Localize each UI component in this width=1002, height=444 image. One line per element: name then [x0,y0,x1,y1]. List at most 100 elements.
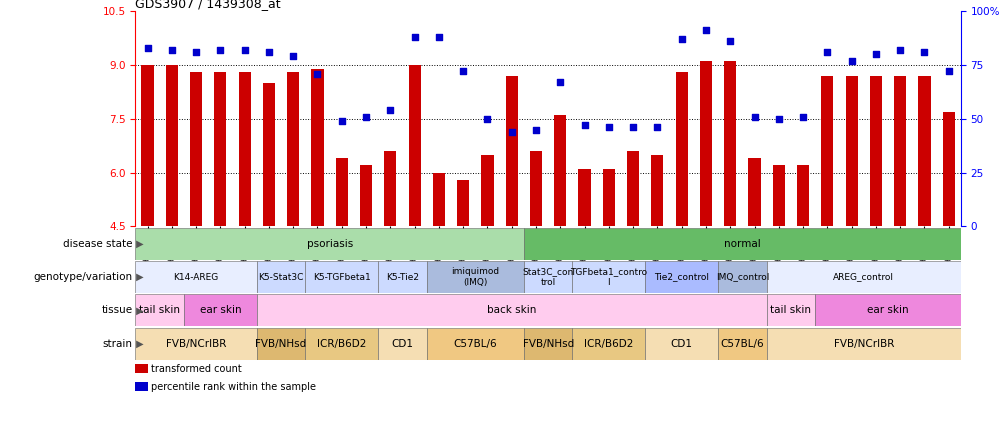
Bar [942,111,954,226]
Bar [523,261,572,293]
Bar [572,328,644,360]
Bar [426,328,523,360]
Bar [766,261,960,293]
Text: Tie2_control: Tie2_control [653,273,708,281]
Point [552,79,568,86]
Point [285,53,301,60]
Text: TGFbeta1_contro
l: TGFbeta1_contro l [570,267,646,287]
Bar [257,294,766,326]
Bar [141,65,153,226]
Bar [845,76,857,226]
Bar [650,155,662,226]
Bar [135,328,257,360]
Bar [869,76,881,226]
Bar [572,261,644,293]
Bar [717,261,766,293]
Bar [135,261,257,293]
Text: ear skin: ear skin [867,305,908,315]
Point [455,68,471,75]
Bar [578,169,590,226]
Text: CD1: CD1 [670,339,692,349]
Point [212,46,228,53]
Text: CD1: CD1 [391,339,413,349]
Text: K5-Tie2: K5-Tie2 [386,273,419,281]
Text: tissue: tissue [101,305,132,315]
Text: ▶: ▶ [133,272,144,282]
Point [261,48,277,56]
Text: ICR/B6D2: ICR/B6D2 [583,339,633,349]
Text: ▶: ▶ [133,339,144,349]
Bar [384,151,396,226]
Point [795,113,811,120]
Text: K5-Stat3C: K5-Stat3C [259,273,304,281]
Bar [238,72,250,226]
Text: IMQ_control: IMQ_control [715,273,769,281]
Point [843,57,859,64]
Point [867,51,883,58]
Point [310,70,326,77]
Text: percentile rank within the sample: percentile rank within the sample [150,382,316,392]
Bar [523,228,960,260]
Point [163,46,179,53]
Point [745,113,762,120]
Text: FVB/NHsd: FVB/NHsd [522,339,573,349]
Text: K5-TGFbeta1: K5-TGFbeta1 [313,273,371,281]
Point [697,27,713,34]
Text: K14-AREG: K14-AREG [173,273,218,281]
Bar [644,261,717,293]
Bar [408,65,420,226]
Text: GDS3907 / 1439308_at: GDS3907 / 1439308_at [135,0,281,10]
Bar [821,76,833,226]
Bar [360,166,372,226]
Bar [263,83,275,226]
Point [891,46,907,53]
Point [503,128,519,135]
Point [819,48,835,56]
Bar [766,294,815,326]
Point [648,124,664,131]
Text: Stat3C_con
trol: Stat3C_con trol [522,267,573,287]
Bar [189,72,202,226]
Point [624,124,640,131]
Bar [505,76,517,226]
Bar [626,151,638,226]
Point [406,33,422,40]
Bar [797,166,809,226]
Text: ICR/B6D2: ICR/B6D2 [317,339,366,349]
Point [358,113,374,120]
Bar [183,294,257,326]
Text: FVB/NCrIBR: FVB/NCrIBR [165,339,226,349]
Text: strain: strain [102,339,132,349]
Point [139,44,155,51]
Text: imiquimod
(IMQ): imiquimod (IMQ) [451,267,499,287]
Bar [311,68,324,226]
Text: ▶: ▶ [133,239,144,249]
Bar [766,328,960,360]
Bar [426,261,523,293]
Text: ear skin: ear skin [199,305,240,315]
Bar [457,180,469,226]
Point [916,48,932,56]
Bar [135,294,183,326]
Point [431,33,447,40]
Text: normal: normal [723,239,760,249]
Bar [433,173,445,226]
Point [188,48,204,56]
Bar [893,76,906,226]
Bar [918,76,930,226]
Text: C57BL/6: C57BL/6 [453,339,497,349]
Bar [481,155,493,226]
Bar [723,61,735,226]
Bar [378,261,426,293]
Bar [378,328,426,360]
Point [527,126,543,133]
Bar [523,328,572,360]
Bar [135,228,523,260]
Text: genotype/variation: genotype/variation [33,272,132,282]
Text: psoriasis: psoriasis [307,239,353,249]
Bar [165,65,177,226]
Point [334,117,350,124]
Bar [675,72,687,226]
Text: transformed count: transformed count [150,364,241,374]
Text: ▶: ▶ [133,305,144,315]
